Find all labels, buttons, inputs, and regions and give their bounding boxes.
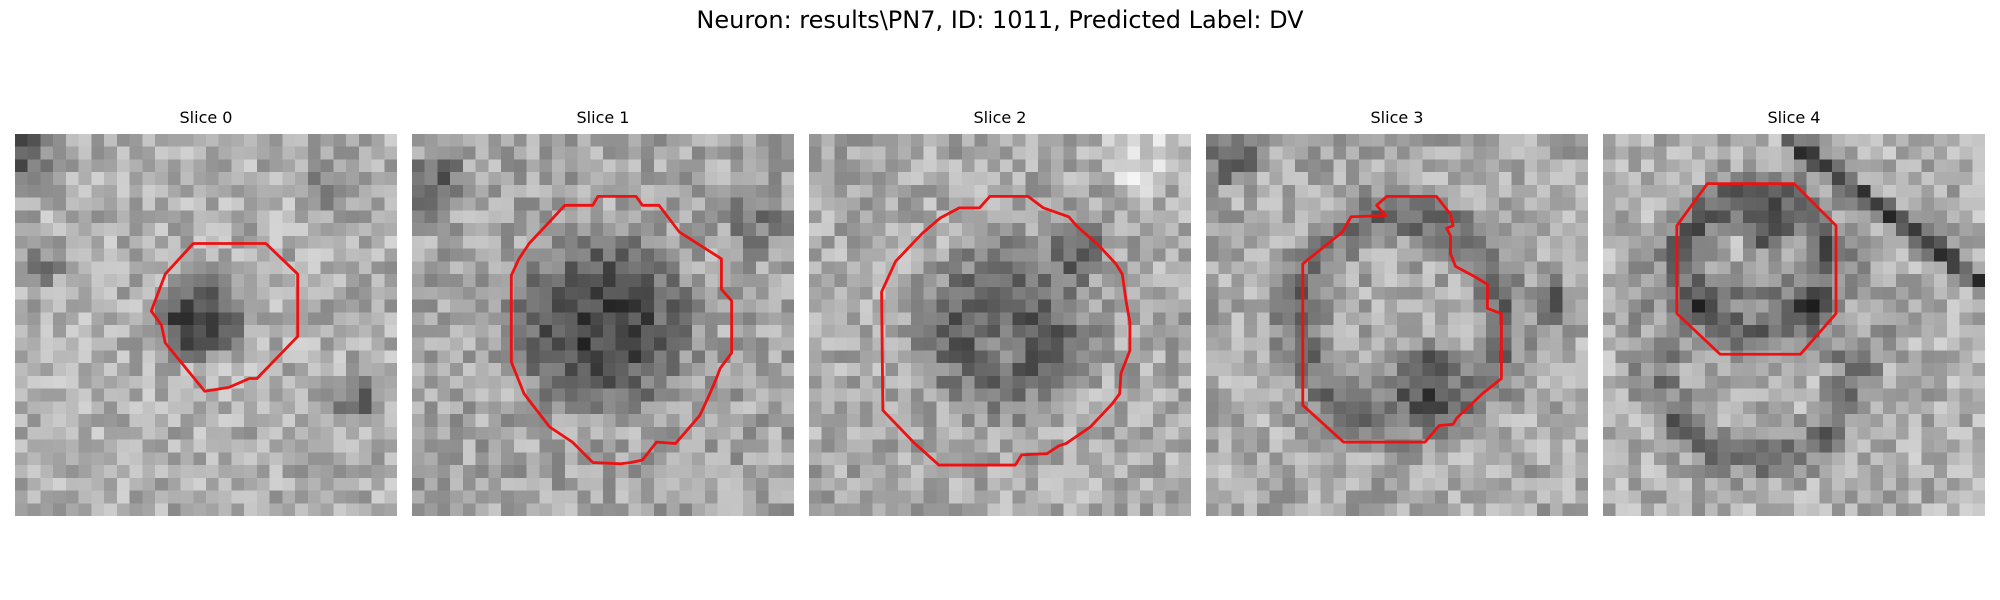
- cell-contour-0: [149, 242, 300, 393]
- slice-title-2: Slice 2: [973, 108, 1027, 127]
- slice-image-2: [809, 134, 1191, 516]
- slice-image-4: [1603, 134, 1985, 516]
- slice-pixels-2: [809, 134, 1191, 516]
- slice-pixels-4: [1603, 134, 1985, 516]
- figure-title: Neuron: results\PN7, ID: 1011, Predicted…: [696, 6, 1304, 34]
- slice-title-1: Slice 1: [576, 108, 630, 127]
- cell-contour-2: [880, 194, 1132, 467]
- slice-image-0: [15, 134, 397, 516]
- slice-pixels-1: [412, 134, 794, 516]
- slice-title-3: Slice 3: [1370, 108, 1424, 127]
- cell-contour-4: [1675, 182, 1838, 356]
- cell-contour-1: [509, 194, 734, 466]
- slice-image-3: [1206, 134, 1588, 516]
- cell-contour-3: [1301, 194, 1503, 444]
- slice-pixels-3: [1206, 134, 1588, 516]
- slice-pixels-0: [15, 134, 397, 516]
- slice-title-4: Slice 4: [1767, 108, 1821, 127]
- slice-image-1: [412, 134, 794, 516]
- slice-title-0: Slice 0: [179, 108, 233, 127]
